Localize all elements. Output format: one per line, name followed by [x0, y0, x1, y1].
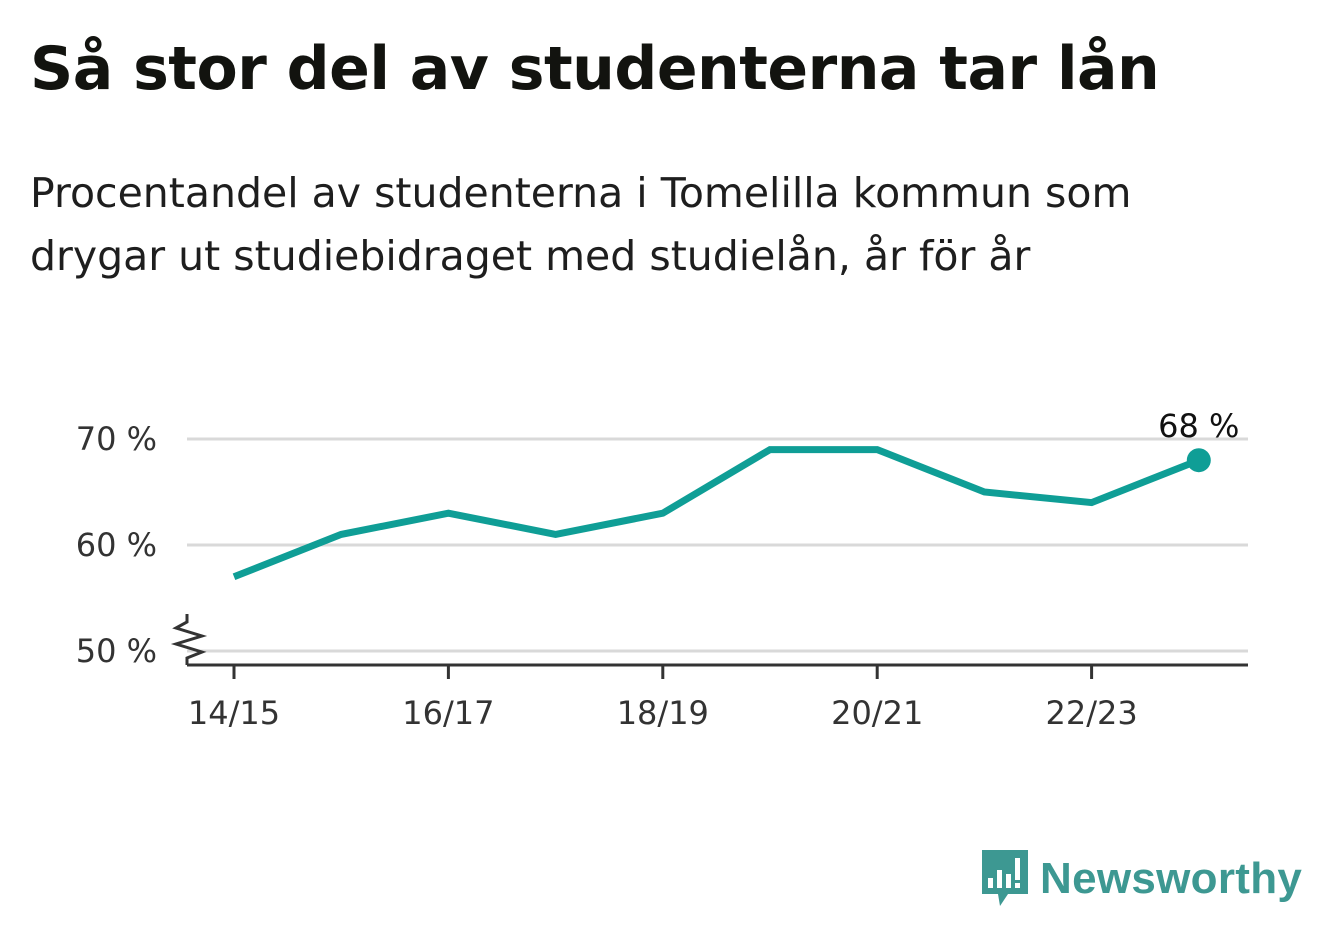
end-point-marker [1186, 448, 1211, 473]
grid-lines [187, 437, 1248, 653]
y-tick-label: 60 % [76, 526, 157, 564]
newsworthy-logo: Newsworthy [980, 848, 1302, 910]
y-tick-label: 50 % [76, 632, 157, 670]
brand-name: Newsworthy [1040, 854, 1303, 903]
x-tick-label: 18/19 [617, 694, 709, 732]
x-axis: 14/15 16/17 18/19 20/21 22/23 [170, 614, 1248, 732]
chart-title: Så stor del av studenterna tar lån [30, 34, 1160, 104]
chart-subtitle: Procentandel av studenterna i Tomelilla … [30, 169, 1132, 280]
axis-break-icon [170, 614, 208, 665]
series-group [232, 446, 1211, 581]
y-tick-label: 70 % [76, 420, 157, 458]
data-labels: 68 % [1158, 407, 1239, 445]
bar-chart-logo-icon [982, 850, 1028, 906]
x-tick-label: 14/15 [188, 694, 280, 732]
x-tick-label: 16/17 [402, 694, 494, 732]
series-line [232, 446, 1201, 581]
line-chart: 50 % 60 % 70 % 14/15 16/17 18/19 20/21 22/23 6… [76, 407, 1248, 732]
x-tick-label: 22/23 [1045, 694, 1137, 732]
x-tick-label: 20/21 [831, 694, 923, 732]
y-axis-ticks: 50 % 60 % 70 % [76, 420, 157, 670]
end-value-label: 68 % [1158, 407, 1239, 445]
